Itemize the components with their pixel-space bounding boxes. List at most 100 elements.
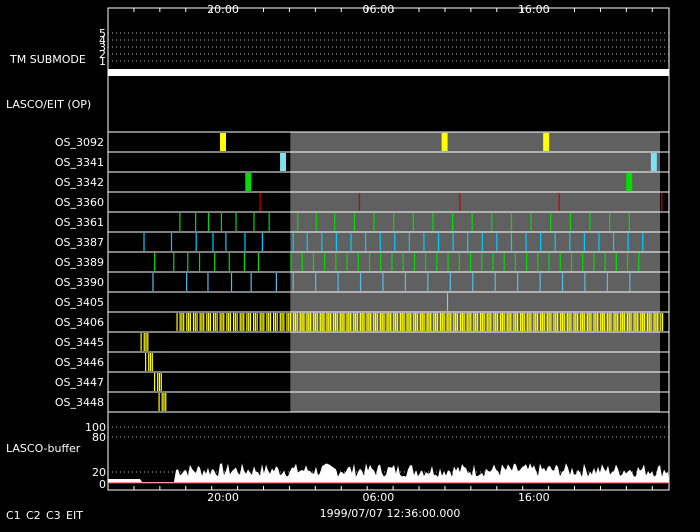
event-mark — [333, 313, 335, 331]
event-mark — [470, 313, 472, 331]
event-mark — [248, 313, 250, 331]
event-mark — [286, 313, 288, 331]
event-mark — [281, 313, 283, 331]
event-mark — [374, 313, 377, 331]
event-mark — [268, 213, 270, 231]
event-mark — [161, 393, 163, 411]
event-mark — [361, 313, 363, 331]
event-mark — [425, 253, 427, 271]
event-mark — [151, 353, 153, 371]
event-mark — [266, 313, 268, 331]
event-mark — [321, 233, 323, 251]
event-mark — [606, 273, 608, 291]
event-mark — [589, 213, 591, 231]
event-mark — [435, 313, 437, 331]
event-mark — [492, 253, 494, 271]
event-mark — [379, 233, 381, 251]
event-mark — [149, 353, 152, 371]
event-mark — [272, 313, 275, 331]
x-tick-label-bottom: 16:00 — [518, 491, 550, 504]
footer-timestamp: 1999/07/07 12:36:00.000 — [320, 507, 461, 520]
event-mark — [216, 313, 218, 331]
event-mark — [393, 313, 395, 331]
event-mark — [386, 313, 388, 331]
event-mark — [603, 313, 605, 331]
event-mark — [152, 273, 154, 291]
event-mark — [441, 313, 443, 331]
event-mark — [408, 233, 410, 251]
event-mark — [243, 313, 245, 331]
event-mark — [568, 313, 570, 331]
event-mark — [221, 313, 223, 331]
event-mark — [179, 213, 181, 231]
event-mark — [334, 313, 337, 331]
row-label-os-3360: OS_3360 — [55, 196, 104, 209]
event-mark — [481, 233, 483, 251]
event-mark — [292, 233, 294, 251]
event-mark — [412, 213, 414, 231]
event-mark — [212, 233, 214, 251]
event-mark — [437, 233, 440, 251]
event-mark — [353, 313, 355, 331]
event-mark — [329, 313, 332, 331]
event-mark — [641, 313, 644, 331]
event-mark — [638, 253, 640, 271]
event-mark — [521, 313, 523, 331]
event-mark — [604, 253, 606, 271]
row-label-os-3092: OS_3092 — [55, 136, 104, 149]
event-mark — [194, 313, 196, 331]
event-mark — [208, 313, 210, 331]
event-mark — [336, 313, 338, 331]
event-mark — [436, 253, 438, 271]
event-mark — [559, 253, 561, 271]
row-label-os-3342: OS_3342 — [55, 176, 104, 189]
event-mark — [586, 313, 588, 331]
event-mark — [303, 313, 305, 331]
event-mark — [348, 313, 350, 331]
event-mark — [341, 313, 343, 331]
event-mark — [499, 313, 502, 331]
event-mark — [597, 313, 599, 331]
event-mark — [223, 313, 225, 331]
event-mark — [321, 313, 323, 331]
event-mark — [404, 273, 407, 291]
event-mark — [452, 233, 454, 251]
x-tick-label-top: 06:00 — [363, 3, 395, 16]
event-mark — [288, 313, 290, 331]
event-mark — [249, 313, 252, 331]
event-mark — [593, 253, 595, 271]
event-mark — [626, 253, 629, 271]
event-mark — [413, 313, 415, 331]
event-mark — [635, 313, 637, 331]
event-mark — [187, 253, 189, 271]
event-mark — [430, 313, 432, 331]
event-mark — [476, 313, 479, 331]
event-mark — [220, 133, 227, 151]
event-mark — [628, 213, 630, 231]
legend-entry-c3: C3 — [46, 509, 61, 522]
event-mark — [292, 273, 294, 291]
x-tick-label-top: 20:00 — [207, 3, 239, 16]
event-mark — [541, 313, 544, 331]
event-mark — [536, 313, 539, 331]
event-mark — [447, 253, 449, 271]
event-mark — [566, 313, 568, 331]
event-mark — [510, 313, 512, 331]
event-mark — [382, 273, 384, 291]
event-mark — [583, 313, 585, 331]
event-mark — [428, 313, 430, 331]
event-mark — [394, 313, 397, 331]
event-mark — [490, 313, 492, 331]
event-mark — [451, 213, 454, 231]
event-mark — [357, 253, 359, 271]
event-mark — [359, 313, 361, 331]
event-mark — [147, 333, 149, 351]
event-mark — [212, 313, 215, 331]
event-mark — [229, 313, 232, 331]
event-mark — [315, 213, 317, 231]
buffer-fill — [108, 463, 669, 483]
event-mark — [506, 313, 508, 331]
event-mark — [383, 313, 385, 331]
event-mark — [245, 173, 252, 191]
